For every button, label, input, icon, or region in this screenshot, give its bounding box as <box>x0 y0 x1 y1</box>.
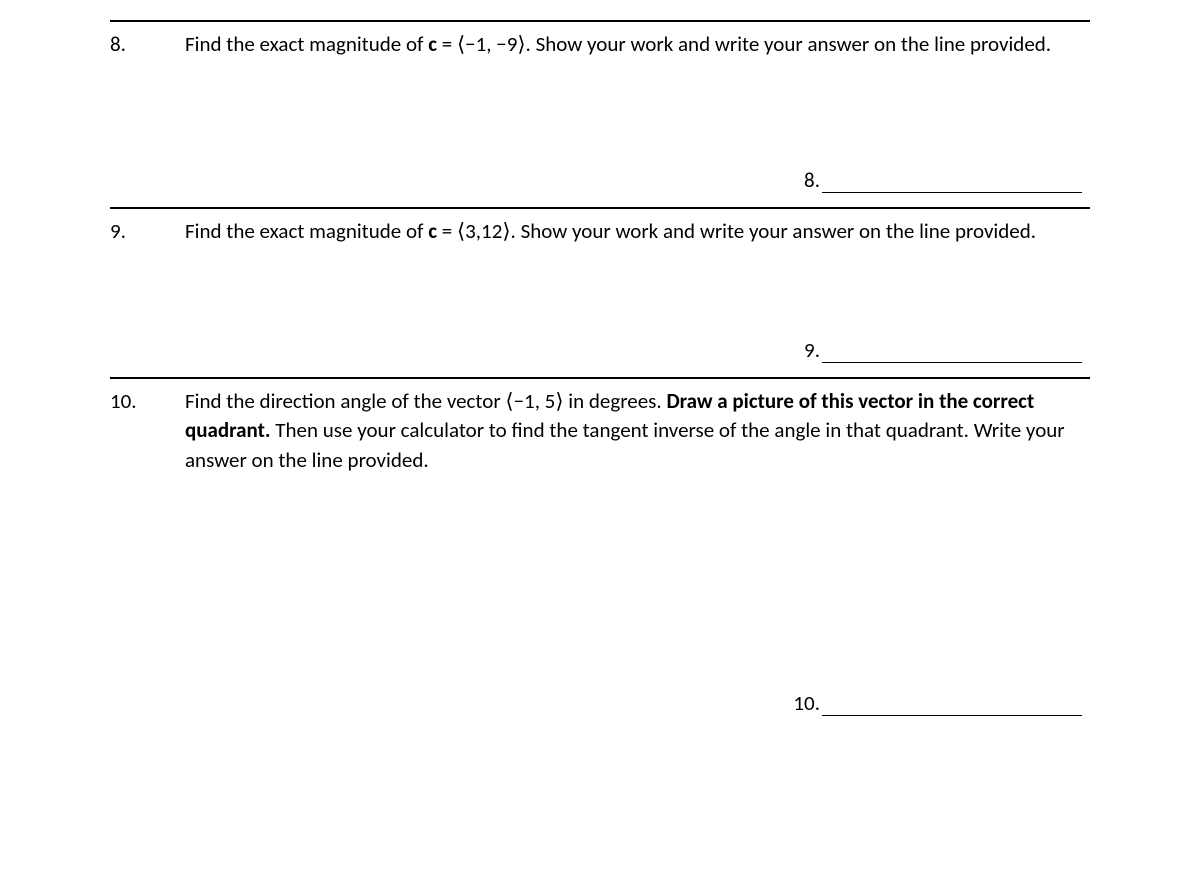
spacer <box>110 193 1090 207</box>
vector-value: = ⟨3,12⟩. <box>437 218 521 244</box>
text: Show your work and write your answer on … <box>536 31 1052 57</box>
answer-line-10: 10. <box>110 690 1090 716</box>
problem-number: 10. <box>110 387 185 475</box>
problem-10: 10. Find the direction angle of the vect… <box>110 377 1090 475</box>
problem-number: 8. <box>110 30 185 59</box>
text: Find the exact magnitude of <box>185 31 428 57</box>
worksheet-page: 8. Find the exact magnitude of c = ⟨−1, … <box>0 0 1200 869</box>
vector-value: = ⟨−1, −9⟩. <box>437 31 536 57</box>
problem-number: 9. <box>110 217 185 246</box>
problem-9: 9. Find the exact magnitude of c = ⟨3,12… <box>110 207 1090 246</box>
problem-text: Find the direction angle of the vector ⟨… <box>185 387 1090 475</box>
answer-blank[interactable] <box>822 340 1082 363</box>
answer-label: 10. <box>793 690 820 716</box>
vector-variable: c <box>428 218 437 244</box>
answer-blank[interactable] <box>822 693 1082 716</box>
spacer <box>110 363 1090 377</box>
problem-text: Find the exact magnitude of c = ⟨3,12⟩. … <box>185 217 1090 246</box>
text: Find the direction angle of the vector ⟨… <box>185 388 666 414</box>
problem-8: 8. Find the exact magnitude of c = ⟨−1, … <box>110 20 1090 59</box>
problem-text: Find the exact magnitude of c = ⟨−1, −9⟩… <box>185 30 1090 59</box>
text: Then use your calculator to find the tan… <box>185 417 1065 472</box>
text: Find the exact magnitude of <box>185 218 428 244</box>
answer-label: 9. <box>804 337 820 363</box>
answer-line-8: 8. <box>110 167 1090 193</box>
vector-variable: c <box>428 31 437 57</box>
work-space <box>110 59 1090 167</box>
text: Show your work and write your answer on … <box>521 218 1037 244</box>
answer-line-9: 9. <box>110 337 1090 363</box>
answer-label: 8. <box>804 167 820 193</box>
work-space <box>110 475 1090 690</box>
answer-blank[interactable] <box>822 170 1082 193</box>
work-space <box>110 247 1090 337</box>
